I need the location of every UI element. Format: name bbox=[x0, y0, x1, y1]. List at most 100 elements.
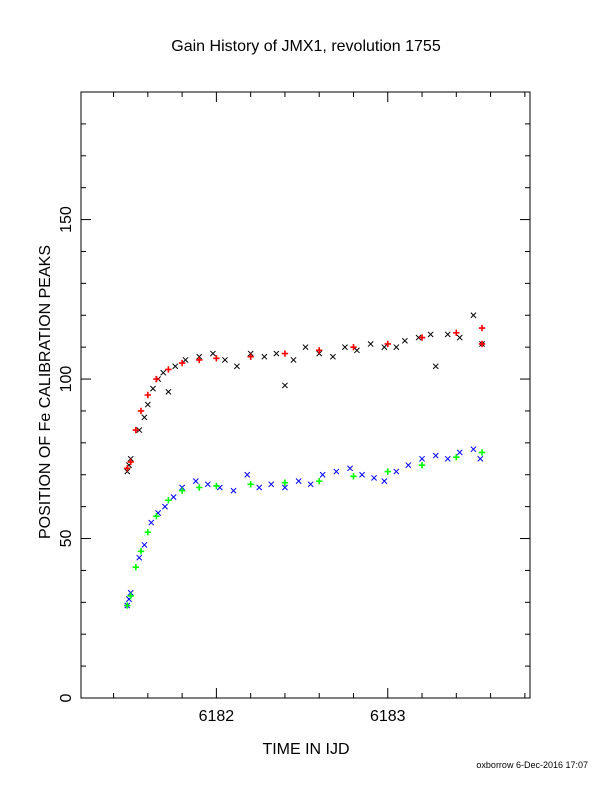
data-point bbox=[144, 528, 152, 536]
series-0 bbox=[124, 312, 485, 475]
data-point bbox=[427, 331, 434, 338]
data-point bbox=[150, 385, 156, 392]
data-point bbox=[295, 478, 302, 485]
data-point bbox=[210, 350, 216, 357]
data-point bbox=[247, 481, 254, 488]
data-point bbox=[281, 479, 289, 486]
data-point bbox=[456, 334, 463, 341]
data-point bbox=[444, 331, 451, 338]
data-point bbox=[444, 455, 451, 462]
data-point bbox=[478, 324, 486, 332]
data-point bbox=[178, 359, 186, 367]
data-point bbox=[182, 356, 189, 363]
data-point bbox=[432, 452, 439, 459]
data-point bbox=[381, 478, 388, 485]
x-axis-label: TIME IN IJD bbox=[262, 741, 349, 758]
data-point bbox=[319, 471, 326, 478]
data-point bbox=[162, 503, 168, 510]
y-tick-label: 100 bbox=[58, 366, 75, 393]
axis-tick-labels: 0 50 100 150 6182 6183 bbox=[58, 206, 406, 725]
data-point bbox=[302, 344, 309, 351]
data-point bbox=[281, 350, 289, 357]
data-point bbox=[478, 449, 486, 456]
data-point bbox=[247, 353, 254, 360]
data-point bbox=[405, 462, 412, 469]
data-point bbox=[290, 356, 297, 363]
data-point bbox=[127, 592, 134, 600]
data-point bbox=[230, 487, 237, 494]
data-point bbox=[432, 363, 439, 370]
axis-ticks bbox=[81, 91, 530, 699]
data-point bbox=[132, 426, 140, 434]
data-point bbox=[316, 477, 323, 485]
y-tick-label: 50 bbox=[58, 530, 75, 548]
data-point bbox=[141, 414, 148, 421]
data-point bbox=[196, 484, 203, 491]
credit-line: oxborrow 6-Dec-2016 17:07 bbox=[476, 760, 588, 770]
data-point bbox=[477, 455, 484, 462]
y-tick-label: 0 bbox=[58, 693, 75, 702]
data-point bbox=[141, 541, 148, 548]
y-axis-label: POSITION OF Fe CALIBRATION PEAKS bbox=[37, 245, 54, 539]
data-point bbox=[307, 481, 314, 488]
data-point bbox=[371, 474, 378, 481]
data-point bbox=[127, 458, 134, 466]
data-point bbox=[160, 369, 167, 376]
data-point bbox=[350, 343, 357, 351]
data-point bbox=[172, 363, 179, 370]
data-point bbox=[393, 344, 400, 351]
data-point bbox=[165, 388, 172, 395]
data-point bbox=[393, 468, 400, 475]
data-point bbox=[347, 465, 354, 472]
data-point bbox=[261, 353, 268, 360]
data-point bbox=[136, 427, 143, 434]
data-point bbox=[353, 347, 360, 354]
data-point bbox=[178, 487, 186, 494]
data-point bbox=[233, 363, 240, 370]
data-point bbox=[316, 347, 323, 354]
data-point bbox=[384, 340, 391, 348]
data-point bbox=[136, 554, 143, 561]
data-point bbox=[165, 366, 172, 373]
data-point bbox=[329, 353, 336, 360]
data-point bbox=[453, 329, 460, 337]
plot-frame bbox=[80, 91, 531, 699]
data-point bbox=[418, 334, 426, 341]
series-3 bbox=[124, 449, 486, 609]
data-point bbox=[381, 344, 388, 351]
series-2 bbox=[124, 324, 486, 472]
data-point bbox=[213, 355, 220, 362]
data-point bbox=[268, 481, 275, 488]
data-point bbox=[401, 337, 408, 344]
data-point bbox=[470, 312, 477, 319]
data-point bbox=[419, 455, 425, 462]
data-point bbox=[137, 548, 145, 555]
data-point bbox=[350, 473, 357, 480]
data-point bbox=[192, 478, 199, 485]
data-point bbox=[137, 407, 145, 415]
data-point bbox=[213, 482, 220, 490]
y-tick-label: 150 bbox=[58, 206, 75, 233]
data-point bbox=[244, 471, 251, 478]
data-point bbox=[124, 465, 131, 472]
data-point bbox=[367, 341, 374, 347]
chart-title: Gain History of JMX1, revolution 1755 bbox=[171, 38, 441, 55]
data-point bbox=[415, 334, 422, 341]
x-tick-label: 6183 bbox=[370, 708, 406, 725]
data-point bbox=[144, 391, 152, 399]
data-point bbox=[418, 461, 426, 469]
data-point bbox=[273, 350, 280, 357]
data-point bbox=[204, 481, 211, 488]
data-point bbox=[281, 484, 288, 491]
data-point bbox=[132, 564, 140, 571]
data-point bbox=[124, 602, 131, 609]
data-point bbox=[453, 453, 460, 461]
data-point bbox=[359, 471, 366, 478]
data-point bbox=[478, 340, 486, 348]
x-tick-label: 6182 bbox=[199, 708, 235, 725]
data-point bbox=[153, 375, 160, 383]
data-point bbox=[144, 401, 151, 408]
data-point bbox=[470, 446, 477, 453]
data-point bbox=[148, 519, 155, 526]
